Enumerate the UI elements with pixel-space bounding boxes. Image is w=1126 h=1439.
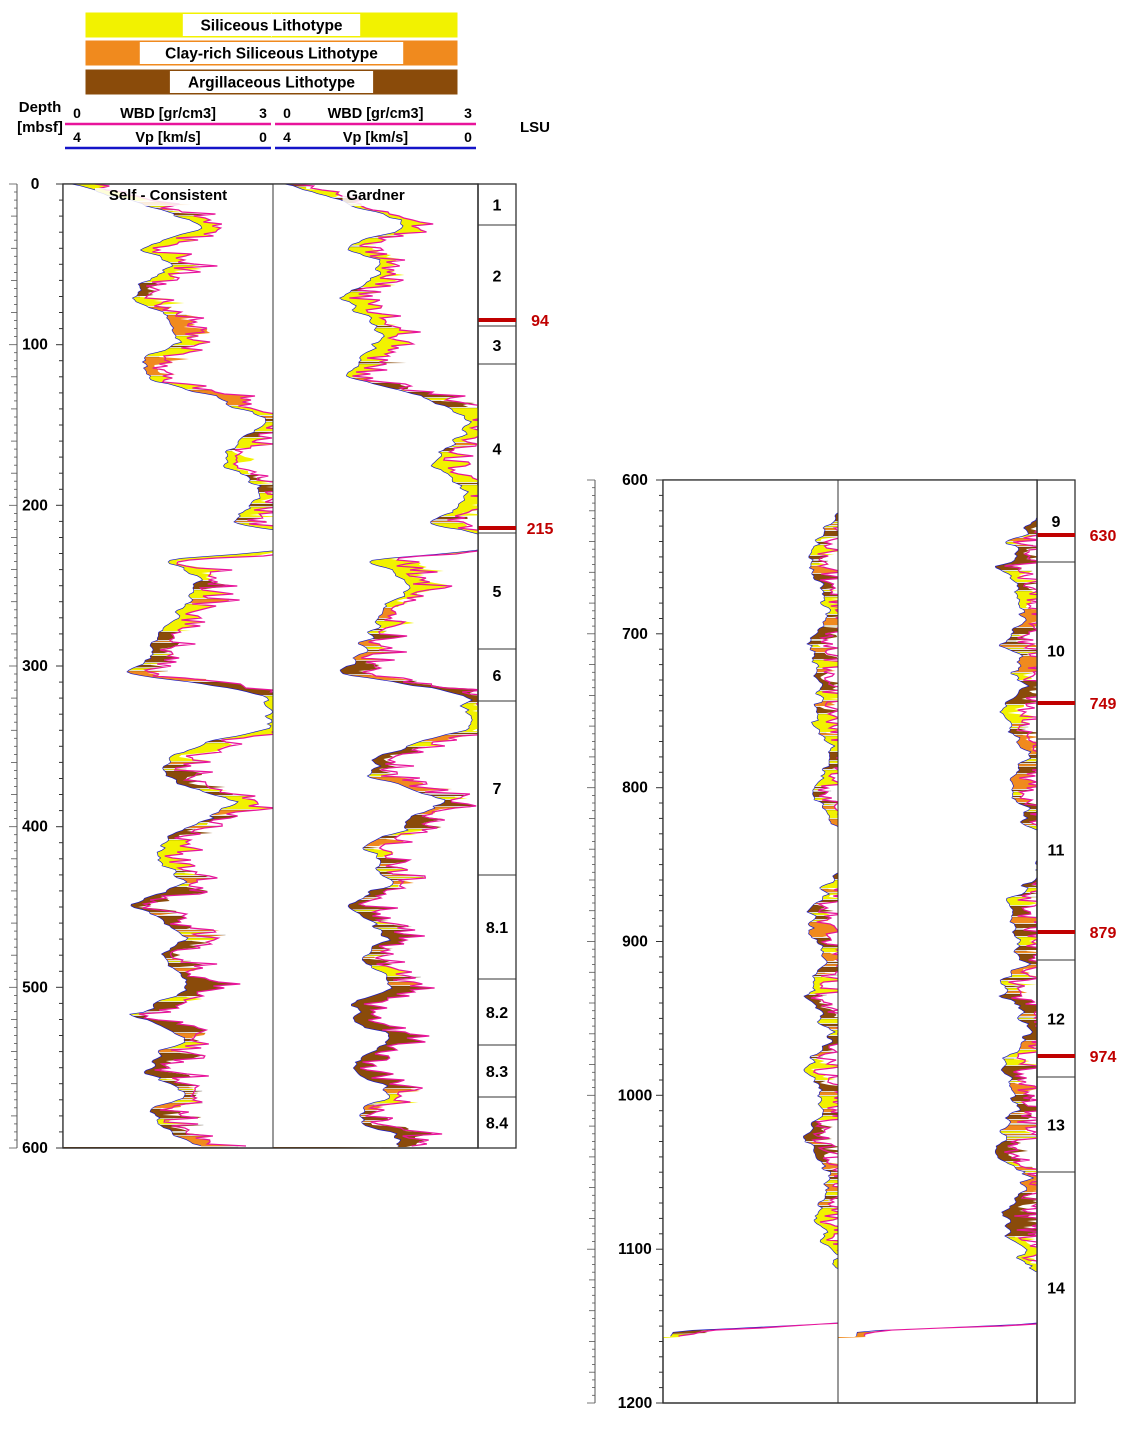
svg-text:0: 0 — [73, 105, 81, 121]
svg-text:11: 11 — [1048, 843, 1065, 860]
svg-text:1: 1 — [493, 198, 502, 215]
svg-text:400: 400 — [22, 819, 48, 836]
svg-text:1000: 1000 — [618, 1087, 652, 1104]
svg-text:8.2: 8.2 — [486, 1005, 508, 1022]
svg-text:0: 0 — [259, 129, 267, 145]
svg-text:5: 5 — [493, 584, 502, 601]
svg-text:10: 10 — [1047, 644, 1065, 661]
svg-text:0: 0 — [31, 176, 40, 193]
svg-text:13: 13 — [1047, 1118, 1065, 1135]
svg-text:WBD [gr/cm3]: WBD [gr/cm3] — [328, 106, 424, 122]
svg-text:300: 300 — [22, 658, 48, 675]
svg-text:215: 215 — [527, 521, 554, 538]
svg-text:500: 500 — [22, 979, 48, 996]
svg-text:900: 900 — [622, 934, 648, 951]
svg-text:Vp [km/s]: Vp [km/s] — [343, 130, 408, 146]
svg-text:Argillaceous Lithotype: Argillaceous Lithotype — [188, 75, 355, 92]
svg-text:2: 2 — [493, 269, 502, 286]
svg-text:1100: 1100 — [618, 1241, 652, 1258]
svg-text:Depth: Depth — [19, 99, 62, 116]
svg-text:4: 4 — [283, 129, 291, 145]
svg-text:600: 600 — [622, 472, 648, 489]
svg-text:749: 749 — [1090, 696, 1117, 713]
svg-text:0: 0 — [464, 129, 472, 145]
svg-text:3: 3 — [464, 105, 472, 121]
svg-text:879: 879 — [1090, 925, 1117, 942]
svg-text:Gardner: Gardner — [346, 187, 405, 204]
svg-text:9: 9 — [1052, 514, 1061, 531]
svg-text:7: 7 — [493, 781, 502, 798]
svg-text:94: 94 — [531, 313, 549, 330]
svg-text:600: 600 — [22, 1140, 48, 1157]
svg-text:12: 12 — [1047, 1012, 1065, 1029]
svg-text:700: 700 — [622, 626, 648, 643]
svg-text:0: 0 — [283, 105, 291, 121]
svg-text:14: 14 — [1047, 1281, 1065, 1298]
svg-text:Clay-rich Siliceous Lithotype: Clay-rich Siliceous Lithotype — [165, 46, 378, 63]
svg-text:8.1: 8.1 — [486, 920, 508, 937]
svg-text:8.3: 8.3 — [486, 1064, 508, 1081]
svg-text:Vp [km/s]: Vp [km/s] — [135, 130, 200, 146]
svg-text:1200: 1200 — [618, 1395, 652, 1412]
svg-text:WBD [gr/cm3]: WBD [gr/cm3] — [120, 106, 216, 122]
svg-text:6: 6 — [493, 668, 502, 685]
svg-text:3: 3 — [259, 105, 267, 121]
svg-text:4: 4 — [73, 129, 81, 145]
svg-text:630: 630 — [1090, 528, 1117, 545]
svg-text:LSU: LSU — [520, 119, 550, 136]
svg-text:[mbsf]: [mbsf] — [17, 119, 63, 136]
svg-text:Self - Consistent: Self - Consistent — [109, 187, 227, 204]
svg-text:974: 974 — [1090, 1049, 1117, 1066]
svg-text:4: 4 — [493, 442, 502, 459]
svg-text:8.4: 8.4 — [486, 1116, 508, 1133]
svg-text:100: 100 — [22, 337, 48, 354]
svg-text:200: 200 — [22, 497, 48, 514]
svg-text:3: 3 — [493, 338, 502, 355]
svg-text:800: 800 — [622, 780, 648, 797]
